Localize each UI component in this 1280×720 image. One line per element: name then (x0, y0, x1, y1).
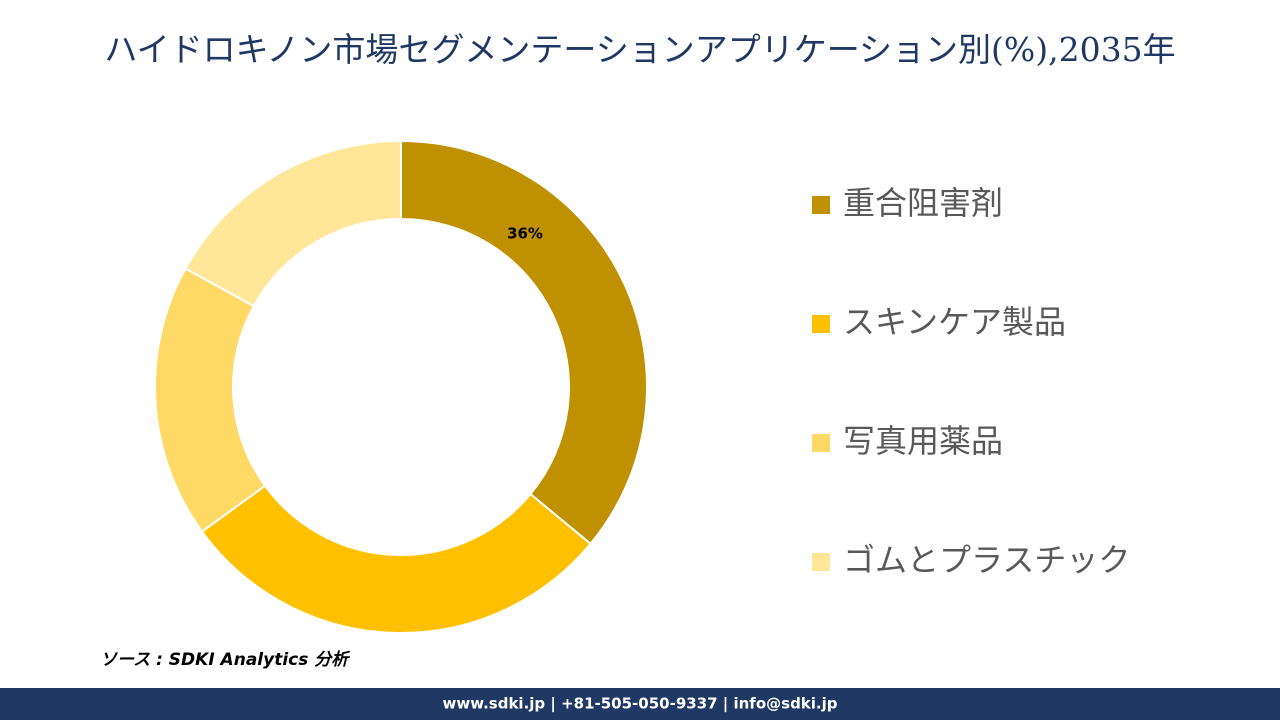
data-label: 36% (507, 224, 543, 242)
source: ソース : SDKI Analytics 分析 (100, 650, 351, 670)
donut-segment (200, 484, 592, 634)
legend-swatch (812, 553, 830, 571)
legend-label: 重合阻害剤 (843, 184, 1003, 222)
legend-label: 写真用薬品 (843, 422, 1003, 460)
legend-swatch (812, 196, 830, 214)
legend-swatch (812, 434, 830, 452)
footer-bar (0, 688, 1280, 720)
donut-segment (154, 267, 267, 533)
donut-segment (400, 139, 648, 546)
chart-title: ハイドロキノン市場セグメンテーションアプリケーション別(%),2035年 (104, 30, 1175, 69)
legend-label: スキンケア製品 (843, 303, 1066, 341)
footer: www.sdki.jp | +81-505-050-9337 | info@sd… (442, 695, 837, 714)
legend-label: ゴムとプラスチック (843, 541, 1130, 579)
donut-segment (184, 139, 402, 308)
legend-swatch (812, 315, 830, 333)
